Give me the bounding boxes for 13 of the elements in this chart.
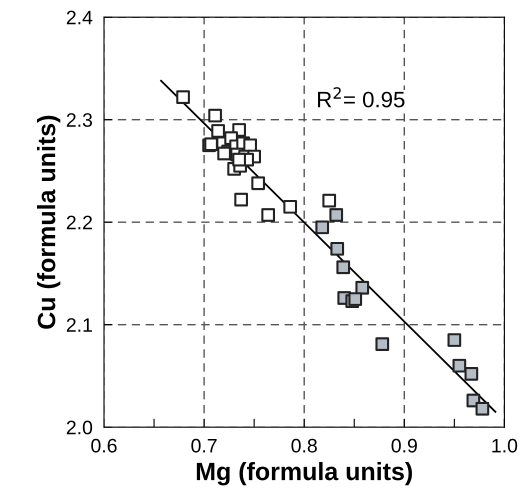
y-tick-label: 2.3 <box>66 113 92 127</box>
x-tick-label: 1.0 <box>492 438 518 453</box>
x-tick-label: 0.9 <box>392 438 417 453</box>
annotation: R$^{2}$= 0.95 <box>318 87 404 108</box>
x-tick-label: 0.7 <box>191 438 217 453</box>
y-tick-label: 2.0 <box>66 420 92 434</box>
y-tick-label: 2.1 <box>66 318 92 332</box>
x-tick-label: 0.8 <box>291 438 317 453</box>
y-tick-label: 2.4 <box>66 10 92 24</box>
x-tick-label: 0.6 <box>91 438 117 453</box>
y-tick-label: 2.2 <box>66 216 92 230</box>
y-axis-title: Cu (formula units) <box>37 116 60 329</box>
x-axis-title: Mg (formula units) <box>196 462 412 486</box>
